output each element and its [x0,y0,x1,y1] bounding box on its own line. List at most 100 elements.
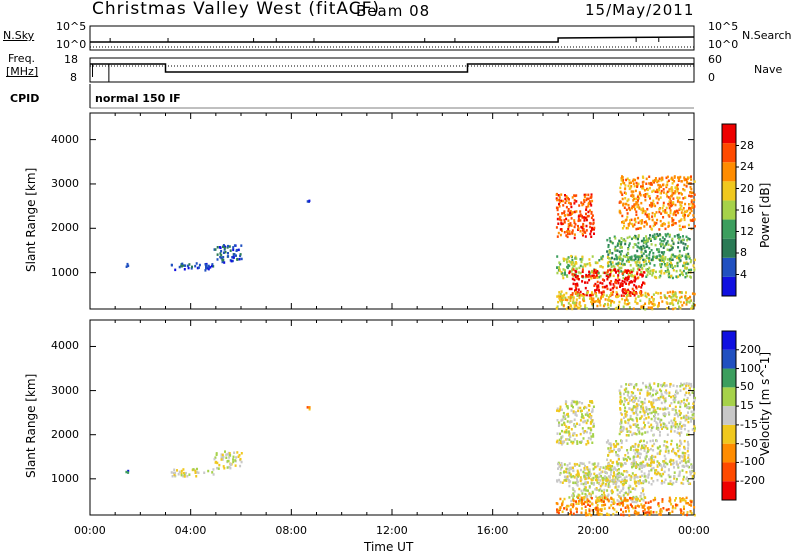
scatter-cell [597,462,600,465]
scatter-cell [612,471,615,475]
scatter-cell [673,298,676,301]
scatter-cell [574,292,577,295]
scatter-cell [571,268,573,271]
scatter-cell [308,408,311,411]
scatter-cell [600,500,603,503]
scatter-cell [606,478,609,482]
scatter-cell [690,500,693,504]
scatter-cell [684,499,687,503]
scatter-cell [635,397,638,400]
scatter-cell [627,401,630,405]
scatter-cell [623,481,626,484]
scatter-cell [685,247,688,250]
scatter-cell [622,504,624,507]
scatter-cell [634,488,637,491]
scatter-cell [660,224,663,227]
scatter-cell [633,236,635,239]
scatter-cell [649,388,652,391]
scatter-cell [645,295,648,299]
scatter-cell [625,491,627,495]
scatter-cell [630,190,633,193]
scatter-cell [573,236,576,240]
scatter-cell [591,255,594,258]
scatter-cell [596,503,599,507]
scatter-cell [691,204,694,208]
scatter-cell [656,398,659,401]
scatter-cell [205,266,207,270]
scatter-cell [631,193,634,196]
scatter-cell [585,273,588,277]
scatter-cell [677,301,679,305]
scatter-cell [567,479,570,482]
scatter-cell [568,271,571,275]
scatter-cell [621,221,623,224]
scatter-cell [630,462,633,466]
scatter-cell [604,303,606,306]
scatter-cell [218,463,221,467]
scatter-cell [656,422,659,425]
scatter-cell [581,258,584,261]
scatter-cell [687,297,690,300]
scatter-cell [650,181,652,185]
scatter-cell [641,487,644,490]
scatter-cell [640,388,643,392]
scatter-cell [654,237,657,240]
scatter-cell [660,179,663,182]
scatter-cell [659,420,661,424]
scatter-cell [612,468,615,471]
scatter-cell [583,471,586,475]
scatter-cell [608,475,610,478]
scatter-cell [585,229,588,232]
scatter-cell [198,263,201,267]
scatter-cell [645,417,648,420]
scatter-cell [657,413,660,416]
scatter-cell [688,182,691,185]
scatter-cell [658,228,661,231]
scatter-cell [656,218,659,222]
scatter-cell [679,497,681,500]
scatter-cell [644,212,647,216]
scatter-cell [639,273,642,276]
scatter-cell [661,224,664,227]
scatter-cell [589,416,592,419]
scatter-cell [606,471,608,475]
scatter-cell [589,428,592,432]
scatter-cell [562,415,565,418]
scatter-cell [628,488,631,492]
scatter-cell [588,468,591,471]
scatter-cell [618,503,621,507]
scatter-cell [669,211,672,215]
scatter-cell [647,386,650,390]
scatter-cell [663,414,666,418]
scatter-cell [643,418,646,421]
scatter-cell [665,301,668,304]
scatter-cell [561,510,564,513]
scatter-cell [684,294,687,298]
scatter-cell [632,178,635,181]
scatter-cell [618,474,621,477]
scatter-cell [586,411,589,415]
scatter-cell [559,292,562,296]
scatter-cell [663,244,666,248]
scatter-cell [690,209,693,213]
scatter-cell [569,222,572,225]
scatter-cell [677,192,680,195]
scatter-cell [625,410,628,414]
scatter-cell [633,445,636,448]
scatter-cell [685,404,688,407]
scatter-cell [616,244,619,247]
scatter-cell [571,277,574,281]
scatter-cell [633,463,636,467]
scatter-cell [633,385,635,389]
scatter-cell [634,505,637,508]
scatter-cell [596,499,599,502]
scatter-cell [233,253,236,256]
x-axis-label: Time UT [364,540,414,554]
scatter-cell [643,475,646,478]
scatter-cell [677,427,680,431]
scatter-cell [223,248,226,251]
scatter-cell [601,493,603,497]
scatter-cell [652,269,655,272]
scatter-cell [222,465,225,468]
scatter-cell [664,399,667,403]
